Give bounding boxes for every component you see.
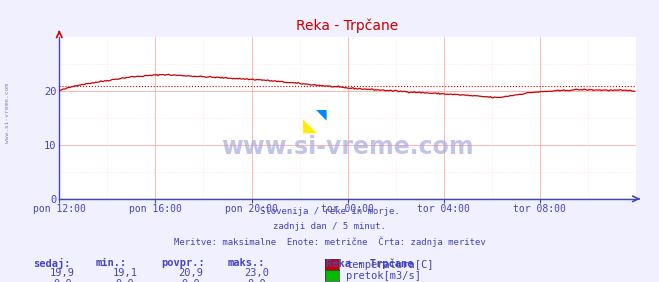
Text: 19,1: 19,1 (113, 268, 138, 278)
Text: pretok[m3/s]: pretok[m3/s] (346, 271, 421, 281)
Text: 0,0: 0,0 (116, 279, 134, 282)
Text: min.:: min.: (96, 258, 127, 268)
Text: maks.:: maks.: (227, 258, 265, 268)
Text: Slovenija / reke in morje.: Slovenija / reke in morje. (260, 207, 399, 216)
Text: 0,0: 0,0 (182, 279, 200, 282)
Text: Reka - Trpčane: Reka - Trpčane (326, 258, 414, 268)
Text: temperatura[C]: temperatura[C] (346, 260, 434, 270)
Title: Reka - Trpčane: Reka - Trpčane (297, 18, 399, 33)
Text: www.si-vreme.com: www.si-vreme.com (5, 83, 11, 143)
Text: ◥: ◥ (316, 107, 327, 122)
Text: 19,9: 19,9 (50, 268, 75, 278)
Text: sedaj:: sedaj: (33, 258, 71, 269)
Text: ◣: ◣ (303, 117, 317, 135)
Text: Meritve: maksimalne  Enote: metrične  Črta: zadnja meritev: Meritve: maksimalne Enote: metrične Črta… (173, 237, 486, 247)
Text: 0,0: 0,0 (53, 279, 72, 282)
Text: www.si-vreme.com: www.si-vreme.com (221, 135, 474, 159)
Text: 23,0: 23,0 (244, 268, 270, 278)
Text: zadnji dan / 5 minut.: zadnji dan / 5 minut. (273, 222, 386, 231)
Text: povpr.:: povpr.: (161, 258, 205, 268)
Text: 0,0: 0,0 (248, 279, 266, 282)
Text: 20,9: 20,9 (179, 268, 204, 278)
